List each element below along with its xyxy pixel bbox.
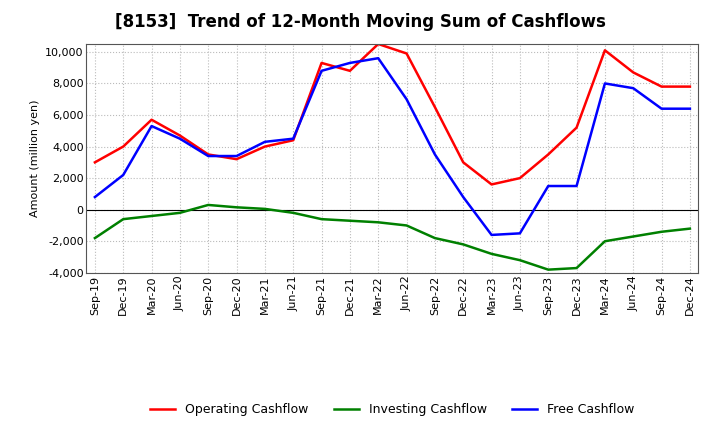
Free Cashflow (346, 60, 354, 66)
Investing Cashflow (629, 234, 637, 239)
Operating Cashflow (289, 138, 297, 143)
Free Cashflow (261, 139, 269, 144)
Investing Cashflow (119, 216, 127, 222)
Free Cashflow (402, 97, 411, 102)
Investing Cashflow (402, 223, 411, 228)
Free Cashflow (600, 81, 609, 86)
Free Cashflow (204, 154, 212, 159)
Operating Cashflow (572, 125, 581, 130)
Legend: Operating Cashflow, Investing Cashflow, Free Cashflow: Operating Cashflow, Investing Cashflow, … (145, 398, 639, 421)
Operating Cashflow (629, 70, 637, 75)
Free Cashflow (119, 172, 127, 178)
Investing Cashflow (657, 229, 666, 235)
Free Cashflow (572, 183, 581, 189)
Investing Cashflow (346, 218, 354, 224)
Free Cashflow (487, 232, 496, 238)
Operating Cashflow (600, 48, 609, 53)
Investing Cashflow (176, 210, 184, 216)
Investing Cashflow (685, 226, 694, 231)
Operating Cashflow (487, 182, 496, 187)
Investing Cashflow (572, 265, 581, 271)
Free Cashflow (544, 183, 552, 189)
Investing Cashflow (374, 220, 382, 225)
Investing Cashflow (233, 205, 241, 210)
Text: [8153]  Trend of 12-Month Moving Sum of Cashflows: [8153] Trend of 12-Month Moving Sum of C… (114, 13, 606, 31)
Y-axis label: Amount (million yen): Amount (million yen) (30, 99, 40, 217)
Free Cashflow (431, 152, 439, 157)
Investing Cashflow (600, 238, 609, 244)
Line: Free Cashflow: Free Cashflow (95, 58, 690, 235)
Operating Cashflow (176, 133, 184, 138)
Operating Cashflow (516, 176, 524, 181)
Line: Investing Cashflow: Investing Cashflow (95, 205, 690, 270)
Operating Cashflow (119, 144, 127, 149)
Free Cashflow (629, 85, 637, 91)
Operating Cashflow (544, 152, 552, 157)
Investing Cashflow (261, 206, 269, 212)
Operating Cashflow (431, 104, 439, 110)
Operating Cashflow (374, 41, 382, 47)
Operating Cashflow (459, 160, 467, 165)
Free Cashflow (516, 231, 524, 236)
Operating Cashflow (233, 157, 241, 162)
Operating Cashflow (261, 144, 269, 149)
Investing Cashflow (459, 242, 467, 247)
Operating Cashflow (204, 152, 212, 157)
Operating Cashflow (402, 51, 411, 56)
Free Cashflow (374, 55, 382, 61)
Operating Cashflow (685, 84, 694, 89)
Investing Cashflow (289, 210, 297, 216)
Operating Cashflow (91, 160, 99, 165)
Free Cashflow (685, 106, 694, 111)
Line: Operating Cashflow: Operating Cashflow (95, 44, 690, 184)
Operating Cashflow (318, 60, 326, 66)
Operating Cashflow (346, 68, 354, 73)
Free Cashflow (318, 68, 326, 73)
Operating Cashflow (148, 117, 156, 122)
Free Cashflow (233, 154, 241, 159)
Operating Cashflow (657, 84, 666, 89)
Free Cashflow (176, 136, 184, 141)
Free Cashflow (459, 194, 467, 200)
Free Cashflow (289, 136, 297, 141)
Investing Cashflow (148, 213, 156, 219)
Investing Cashflow (544, 267, 552, 272)
Investing Cashflow (487, 251, 496, 257)
Investing Cashflow (318, 216, 326, 222)
Free Cashflow (91, 194, 99, 200)
Investing Cashflow (516, 257, 524, 263)
Investing Cashflow (431, 235, 439, 241)
Investing Cashflow (91, 235, 99, 241)
Free Cashflow (657, 106, 666, 111)
Free Cashflow (148, 123, 156, 128)
Investing Cashflow (204, 202, 212, 208)
